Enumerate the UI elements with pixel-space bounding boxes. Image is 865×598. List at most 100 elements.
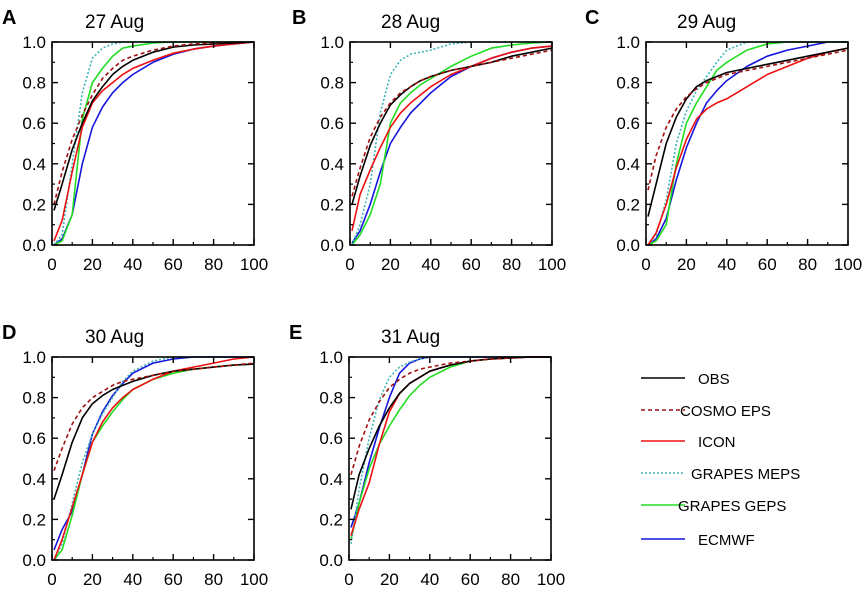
y-tick-label: 0.4 [320, 155, 344, 174]
x-tick-label: 20 [83, 255, 102, 274]
x-tick-label: 40 [123, 255, 142, 274]
panel-label: B [292, 7, 306, 29]
y-tick-label: 0.0 [319, 551, 343, 570]
legend-label-obs: OBS [698, 371, 730, 388]
x-tick-label: 60 [462, 255, 481, 274]
y-tick-label: 0.8 [319, 389, 343, 408]
y-tick-label: 0.6 [319, 429, 343, 448]
series-line-ecmwf [53, 356, 254, 551]
series-line-obs [351, 47, 552, 205]
x-tick-label: 20 [380, 570, 399, 589]
legend-label-ecmwf: ECMWF [698, 532, 755, 549]
panel-title: 30 Aug [85, 327, 144, 348]
y-tick-label: 1.0 [22, 348, 46, 367]
panel-title: 29 Aug [677, 12, 736, 33]
legend-label-cosmo-eps: COSMO EPS [680, 403, 771, 420]
y-tick-label: 0.0 [22, 551, 46, 570]
x-tick-label: 80 [502, 255, 521, 274]
x-tick-label: 0 [345, 255, 354, 274]
plot-frame [645, 41, 849, 246]
series-line-obs [53, 41, 254, 211]
panel-e: E 31 Aug 0.0 0.2 0.4 0.6 0.8 1.0 0 20 40 60 80 100 [289, 322, 565, 589]
plot-frame [349, 41, 553, 246]
x-tick-label: 100 [834, 255, 862, 274]
y-tick-label: 0.2 [22, 510, 46, 529]
y-tick-label: 0.2 [616, 195, 640, 214]
series-line-grapes-meps [647, 41, 848, 246]
x-tick-label: 80 [798, 255, 817, 274]
x-tick-label: 20 [677, 255, 696, 274]
x-tick-label: 100 [537, 570, 565, 589]
y-tick-label: 0.4 [22, 155, 46, 174]
y-tick-label: 0.8 [22, 74, 46, 93]
x-tick-label: 40 [123, 570, 142, 589]
series-line-cosmo-eps [53, 41, 254, 205]
x-tick-label: 40 [421, 255, 440, 274]
y-tick-label: 0.4 [22, 470, 46, 489]
series-line-icon [647, 47, 848, 246]
x-tick-label: 60 [164, 255, 183, 274]
y-tick-label: 0.4 [616, 155, 640, 174]
y-tick-label: 1.0 [319, 348, 343, 367]
x-tick-label: 0 [344, 570, 353, 589]
series-line-cosmo-eps [647, 49, 848, 191]
x-tick-label: 60 [164, 570, 183, 589]
series-line-grapes-geps [53, 363, 254, 561]
x-tick-label: 40 [420, 570, 439, 589]
x-tick-label: 40 [717, 255, 736, 274]
series-line-ecmwf [647, 41, 848, 246]
series-line-grapes-meps [53, 356, 254, 561]
series-line-icon [350, 356, 551, 536]
y-tick-label: 0.2 [22, 195, 46, 214]
x-tick-label: 100 [240, 255, 268, 274]
series-line-icon [53, 356, 254, 561]
panel-title: 28 Aug [381, 12, 440, 33]
series-line-cosmo-eps [53, 362, 254, 471]
series-line-grapes-geps [351, 41, 552, 246]
y-tick-label: 0.8 [616, 74, 640, 93]
legend-label-grapes-geps: GRAPES GEPS [678, 498, 786, 515]
panel-label: C [585, 7, 599, 29]
x-tick-label: 60 [758, 255, 777, 274]
y-tick-label: 0.6 [616, 114, 640, 133]
panel-title: 27 Aug [85, 12, 144, 33]
series-line-grapes-meps [53, 41, 254, 246]
series-line-ecmwf [53, 41, 254, 246]
x-tick-label: 60 [461, 570, 480, 589]
y-tick-label: 0.4 [319, 470, 343, 489]
x-tick-label: 80 [204, 570, 223, 589]
series-line-cosmo-eps [350, 356, 551, 475]
panel-a: A 27 Aug 0.0 0.2 0.4 0.6 0.8 1.0 0 20 40 60 80 100 [2, 7, 268, 274]
y-tick-label: 0.0 [22, 236, 46, 255]
series-line-grapes-geps [53, 41, 254, 246]
x-tick-label: 80 [501, 570, 520, 589]
legend-label-grapes-meps: GRAPES MEPS [691, 466, 800, 483]
x-tick-label: 0 [47, 570, 56, 589]
series-line-grapes-geps [350, 356, 551, 540]
panel-label: E [289, 322, 302, 344]
x-tick-label: 0 [641, 255, 650, 274]
x-tick-label: 0 [47, 255, 56, 274]
y-tick-label: 0.0 [320, 236, 344, 255]
y-tick-label: 0.6 [22, 429, 46, 448]
panel-title: 31 Aug [381, 327, 440, 348]
y-tick-label: 0.2 [320, 195, 344, 214]
series-line-obs [350, 356, 551, 510]
y-tick-label: 1.0 [22, 33, 46, 52]
series-line-obs [647, 47, 848, 217]
series-line-cosmo-eps [351, 49, 552, 197]
y-tick-label: 0.6 [22, 114, 46, 133]
x-tick-label: 100 [538, 255, 566, 274]
panel-b: B 28 Aug 0.0 0.2 0.4 0.6 0.8 1.0 0 20 40 60 80 100 [292, 7, 566, 274]
y-tick-label: 0.6 [320, 114, 344, 133]
y-tick-label: 1.0 [320, 33, 344, 52]
panel-d: D 30 Aug 0.0 0.2 0.4 0.6 0.8 1.0 0 20 40 60 80 100 [2, 322, 268, 589]
y-tick-label: 1.0 [616, 33, 640, 52]
plot-frame [51, 356, 255, 561]
panel-c: C 29 Aug 0.0 0.2 0.4 0.6 0.8 1.0 0 20 40 60 80 100 [585, 7, 862, 274]
plot-frame [348, 356, 552, 561]
y-tick-label: 0.8 [320, 74, 344, 93]
x-tick-label: 20 [83, 570, 102, 589]
x-tick-label: 80 [204, 255, 223, 274]
